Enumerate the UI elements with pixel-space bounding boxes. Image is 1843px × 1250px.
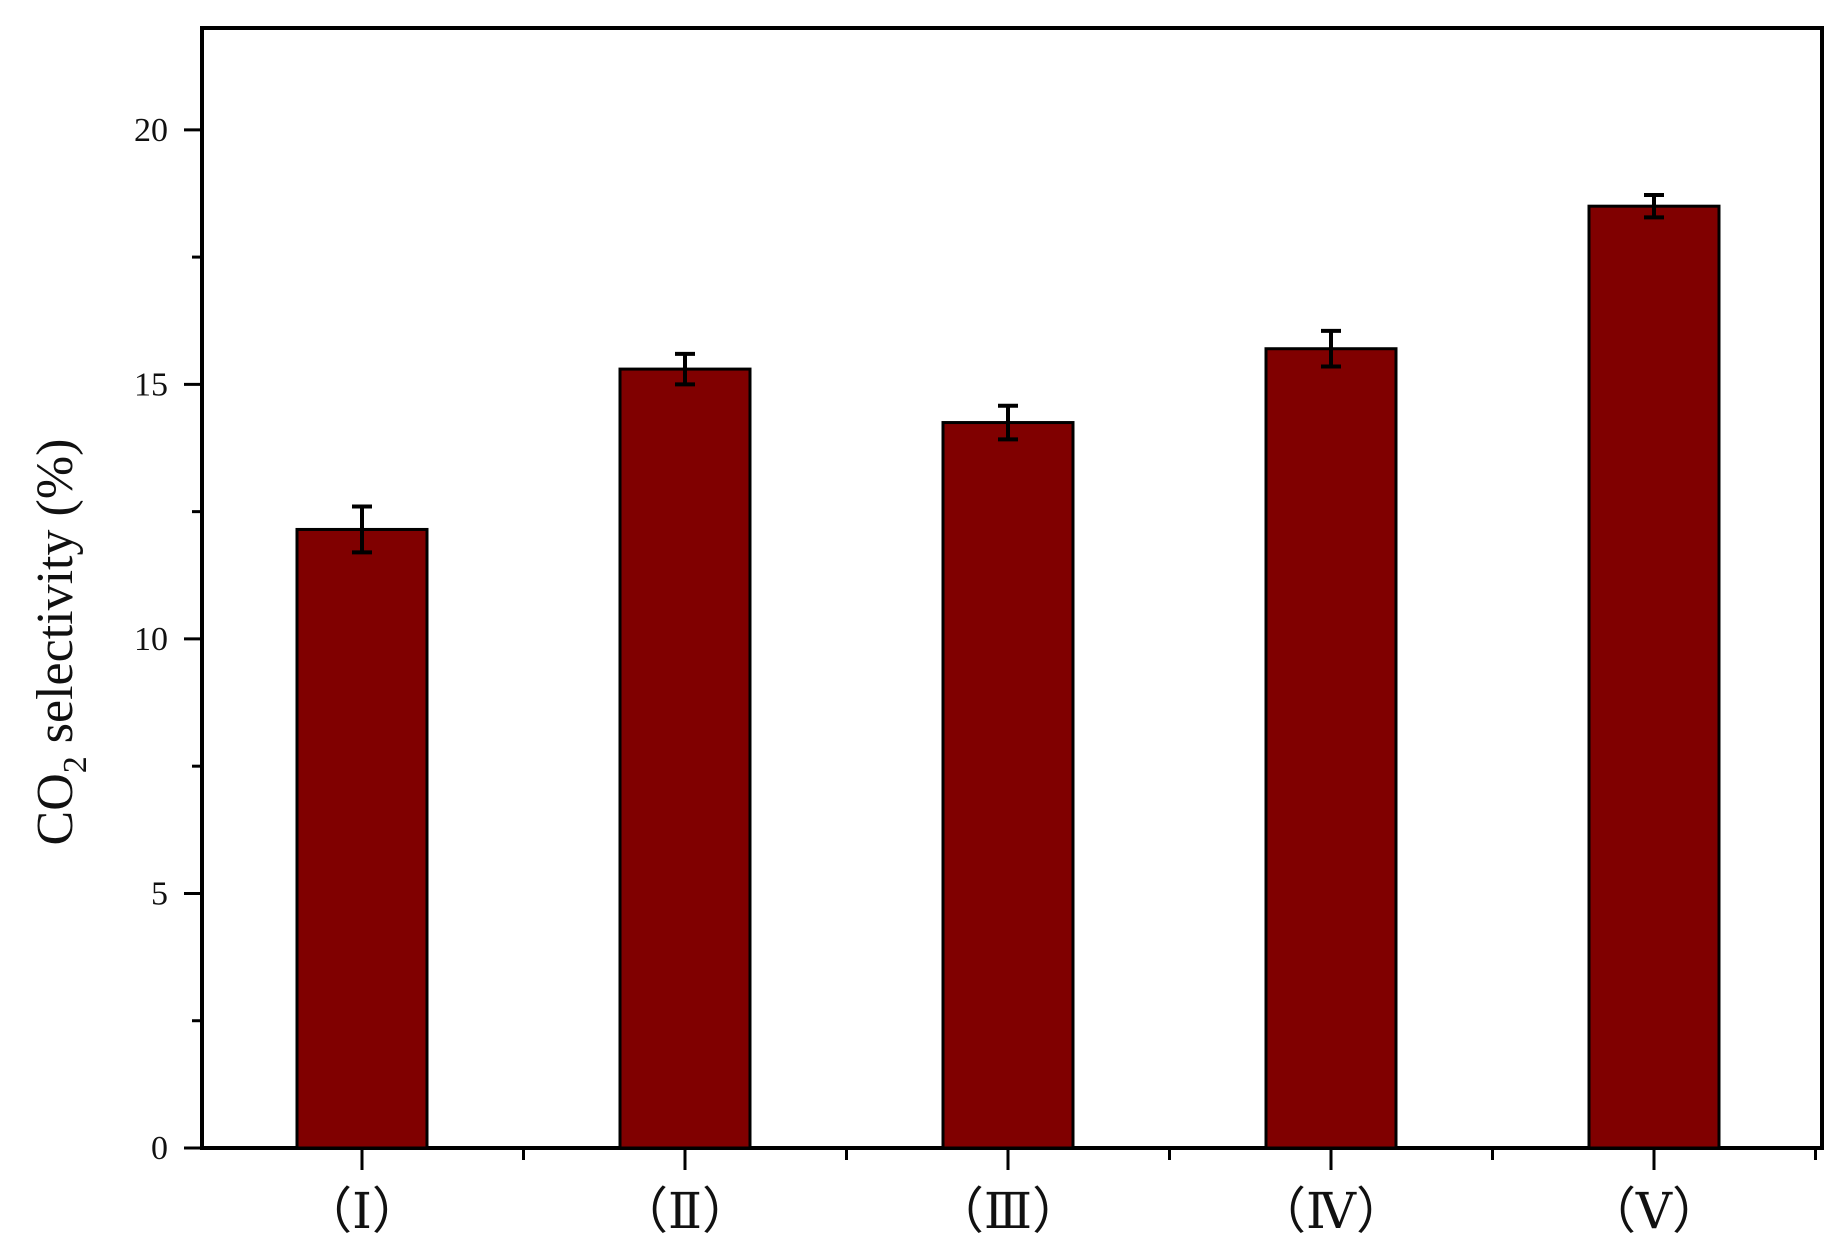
bar [1587,204,1721,1150]
y-tick-label: 15 [134,366,168,403]
x-tick-label: （Ⅴ） [1586,1183,1722,1239]
bar [941,421,1075,1150]
x-tick-label: （Ⅳ） [1256,1183,1406,1239]
bar [1264,347,1398,1150]
y-axis-title-rest: selectivity (%) [27,439,84,757]
y-tick-label: 20 [134,112,168,149]
plot-area: 0 5 10 15 20 （Ⅰ） （Ⅱ） （Ⅲ） （Ⅳ） （Ⅴ） [134,26,1824,1239]
y-axis-title-subscript: 2 [57,756,94,773]
y-axis-title-main: CO [27,773,84,845]
x-axis: （Ⅰ） （Ⅱ） （Ⅲ） （Ⅳ） （Ⅴ） [302,1148,1817,1239]
bars-group [295,204,1721,1150]
error-bars-group [352,192,1664,555]
y-tick-label: 0 [151,1130,168,1167]
x-tick-label: （Ⅱ） [618,1183,752,1239]
x-tick-label: （Ⅰ） [302,1183,422,1239]
y-axis: 0 5 10 15 20 [134,112,202,1167]
bar [295,527,429,1150]
bar [618,367,752,1150]
y-tick-label: 10 [134,621,168,658]
y-axis-title: CO2 selectivity (%) [27,439,94,846]
x-tick-label: （Ⅲ） [934,1183,1082,1239]
y-tick-label: 5 [151,875,168,912]
